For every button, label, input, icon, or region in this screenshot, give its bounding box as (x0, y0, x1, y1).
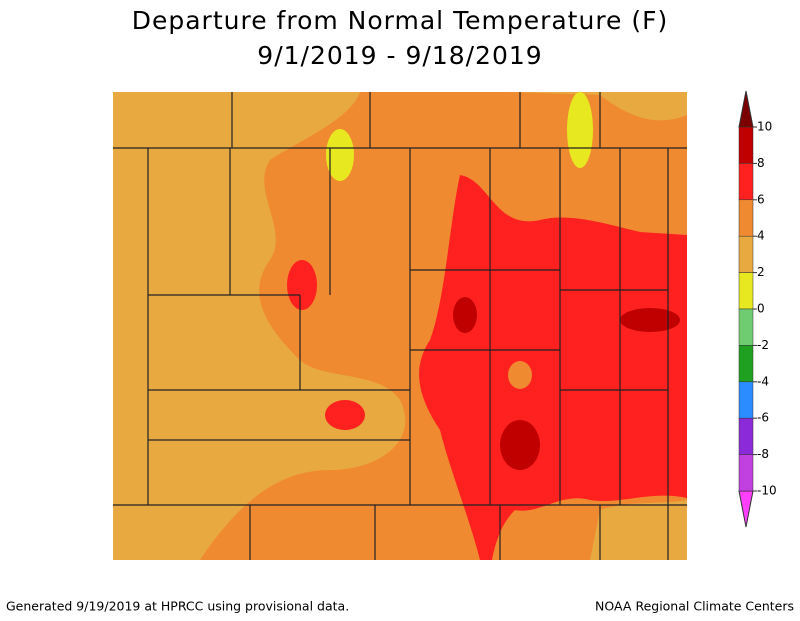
title-line: Departure from Normal Temperature (F) (132, 6, 669, 35)
title-line: 9/1/2019 - 9/18/2019 (257, 41, 542, 70)
region (500, 420, 540, 470)
tick-label: -6 (757, 411, 769, 425)
region (620, 308, 680, 332)
region (590, 500, 687, 560)
color-band (738, 345, 754, 383)
tick-label: 0 (757, 302, 765, 316)
color-band (738, 163, 754, 201)
color-band (738, 272, 754, 310)
tick-label: -8 (757, 447, 769, 461)
map (113, 92, 687, 560)
region (113, 92, 406, 560)
region (325, 400, 365, 430)
region (287, 260, 317, 310)
color-band (738, 235, 754, 273)
region (508, 361, 532, 389)
color-band (738, 454, 754, 492)
color-band (738, 490, 754, 528)
tick-label: -2 (757, 338, 769, 352)
tick-label: 4 (757, 229, 765, 243)
boundary (113, 92, 687, 560)
color-band (738, 381, 754, 419)
color-band (738, 308, 754, 346)
color-band (738, 199, 754, 237)
tick-label: 8 (757, 156, 765, 170)
tick-label: 6 (757, 192, 765, 206)
region (567, 92, 593, 168)
footer-left: Generated 9/19/2019 at HPRCC using provi… (6, 599, 349, 614)
color-band (738, 90, 754, 128)
color-bar: 10 8 6 4 2 0 -2 -4 -6 -8 -10 (738, 90, 777, 528)
color-band (738, 417, 754, 455)
tick-label: -10 (757, 484, 777, 498)
region (510, 92, 687, 121)
region (453, 297, 477, 333)
region (326, 129, 354, 181)
tick-label: 10 (757, 120, 772, 134)
tick-label: -4 (757, 374, 769, 388)
tick-label: 2 (757, 265, 765, 279)
footer-right: NOAA Regional Climate Centers (595, 599, 794, 614)
color-band (738, 126, 754, 164)
